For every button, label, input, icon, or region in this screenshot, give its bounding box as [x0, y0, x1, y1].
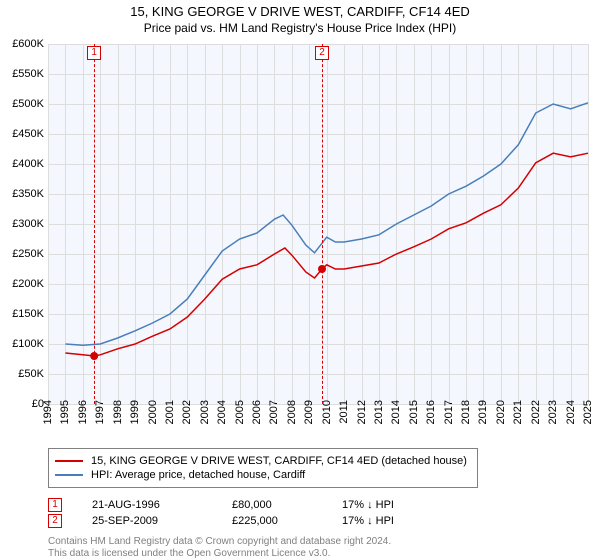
transaction-delta: 17% ↓ HPI: [342, 515, 394, 527]
x-tick-label: 2002: [181, 400, 193, 424]
x-tick-label: 2009: [303, 400, 315, 424]
x-tick-label: 2024: [565, 400, 577, 424]
legend-item: HPI: Average price, detached house, Card…: [55, 469, 471, 481]
chart-svg: [48, 44, 588, 404]
x-tick-label: 2017: [443, 400, 455, 424]
y-tick-label: £100K: [0, 338, 44, 350]
series-line-price_paid: [65, 153, 588, 356]
legend-swatch: [55, 474, 83, 476]
footer-line-1: Contains HM Land Registry data © Crown c…: [48, 536, 391, 548]
x-tick-label: 2013: [373, 400, 385, 424]
x-tick-label: 2023: [547, 400, 559, 424]
x-tick-label: 2014: [390, 400, 402, 424]
x-tick-label: 2016: [425, 400, 437, 424]
y-tick-label: £250K: [0, 248, 44, 260]
x-tick-label: 1995: [59, 400, 71, 424]
x-tick-label: 2007: [268, 400, 280, 424]
x-tick-label: 2018: [460, 400, 472, 424]
transaction-marker-box: 1: [87, 46, 101, 60]
transaction-marker-box: 2: [315, 46, 329, 60]
transaction-date: 25-SEP-2009: [92, 515, 202, 527]
y-tick-label: £150K: [0, 308, 44, 320]
footer-line-2: This data is licensed under the Open Gov…: [48, 548, 391, 560]
gridline-vertical: [588, 44, 589, 404]
chart-subtitle: Price paid vs. HM Land Registry's House …: [0, 21, 600, 35]
transaction-row: 2 25-SEP-2009 £225,000 17% ↓ HPI: [48, 514, 394, 528]
transaction-vline: [94, 44, 95, 404]
x-tick-label: 2001: [164, 400, 176, 424]
legend-label: HPI: Average price, detached house, Card…: [91, 469, 305, 481]
y-tick-label: £400K: [0, 158, 44, 170]
x-tick-label: 1999: [129, 400, 141, 424]
x-tick-label: 1998: [112, 400, 124, 424]
legend: 15, KING GEORGE V DRIVE WEST, CARDIFF, C…: [48, 448, 478, 488]
x-tick-label: 2021: [512, 400, 524, 424]
x-tick-label: 2022: [530, 400, 542, 424]
y-tick-label: £200K: [0, 278, 44, 290]
x-tick-label: 2025: [582, 400, 594, 424]
transaction-delta: 17% ↓ HPI: [342, 499, 394, 511]
transaction-row: 1 21-AUG-1996 £80,000 17% ↓ HPI: [48, 498, 394, 512]
chart-title: 15, KING GEORGE V DRIVE WEST, CARDIFF, C…: [0, 4, 600, 19]
y-tick-label: £600K: [0, 38, 44, 50]
y-tick-label: £300K: [0, 218, 44, 230]
transactions-table: 1 21-AUG-1996 £80,000 17% ↓ HPI 2 25-SEP-2009…: [48, 496, 394, 530]
x-tick-label: 2006: [251, 400, 263, 424]
transaction-date: 21-AUG-1996: [92, 499, 202, 511]
transaction-number-box: 2: [48, 514, 62, 528]
x-tick-label: 2005: [234, 400, 246, 424]
y-tick-label: £50K: [0, 368, 44, 380]
series-line-hpi: [65, 103, 588, 345]
x-tick-label: 1994: [42, 400, 54, 424]
legend-swatch: [55, 460, 83, 462]
x-tick-label: 2015: [408, 400, 420, 424]
x-tick-label: 2003: [199, 400, 211, 424]
chart-plot-area: 12 £0£50K£100K£150K£200K£250K£300K£350K£…: [48, 44, 588, 404]
x-tick-label: 2019: [477, 400, 489, 424]
y-tick-label: £450K: [0, 128, 44, 140]
footer-attribution: Contains HM Land Registry data © Crown c…: [48, 536, 391, 560]
y-tick-label: £550K: [0, 68, 44, 80]
transaction-number-box: 1: [48, 498, 62, 512]
y-tick-label: £350K: [0, 188, 44, 200]
legend-label: 15, KING GEORGE V DRIVE WEST, CARDIFF, C…: [91, 455, 467, 467]
x-tick-label: 1996: [77, 400, 89, 424]
transaction-price: £80,000: [232, 499, 312, 511]
transaction-price: £225,000: [232, 515, 312, 527]
x-tick-label: 2011: [338, 400, 350, 424]
y-tick-label: £0: [0, 398, 44, 410]
legend-item: 15, KING GEORGE V DRIVE WEST, CARDIFF, C…: [55, 455, 471, 467]
x-tick-label: 2008: [286, 400, 298, 424]
x-tick-label: 2020: [495, 400, 507, 424]
transaction-vline: [322, 44, 323, 404]
y-tick-label: £500K: [0, 98, 44, 110]
x-tick-label: 2000: [147, 400, 159, 424]
x-tick-label: 2012: [356, 400, 368, 424]
x-tick-label: 1997: [94, 400, 106, 424]
x-tick-label: 2004: [216, 400, 228, 424]
